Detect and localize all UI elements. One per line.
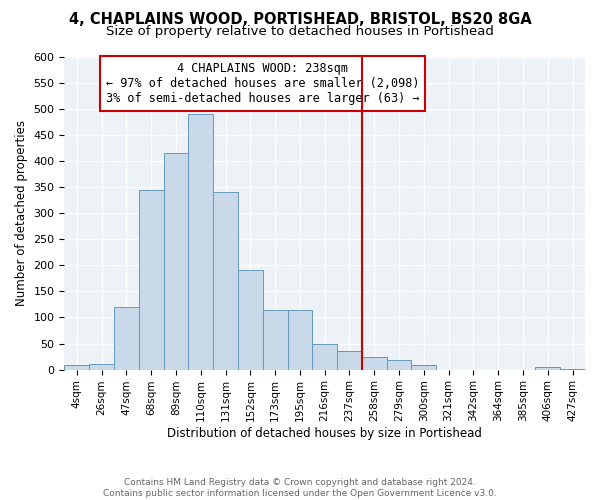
Bar [535,367,560,370]
Bar [287,310,313,370]
Bar [139,190,164,370]
Bar [337,352,362,370]
Bar [362,356,386,370]
Text: Contains HM Land Registry data © Crown copyright and database right 2024.
Contai: Contains HM Land Registry data © Crown c… [103,478,497,498]
Bar [313,344,337,369]
Bar [412,366,436,370]
Text: 4 CHAPLAINS WOOD: 238sqm
← 97% of detached houses are smaller (2,098)
3% of semi: 4 CHAPLAINS WOOD: 238sqm ← 97% of detach… [106,62,419,104]
Bar [164,153,188,370]
Bar [89,364,114,370]
Text: Size of property relative to detached houses in Portishead: Size of property relative to detached ho… [106,25,494,38]
X-axis label: Distribution of detached houses by size in Portishead: Distribution of detached houses by size … [167,427,482,440]
Bar [238,270,263,370]
Bar [386,360,412,370]
Bar [560,368,585,370]
Bar [64,366,89,370]
Bar [263,310,287,370]
Bar [188,114,213,370]
Bar [213,192,238,370]
Y-axis label: Number of detached properties: Number of detached properties [15,120,28,306]
Bar [114,307,139,370]
Text: 4, CHAPLAINS WOOD, PORTISHEAD, BRISTOL, BS20 8GA: 4, CHAPLAINS WOOD, PORTISHEAD, BRISTOL, … [68,12,532,28]
